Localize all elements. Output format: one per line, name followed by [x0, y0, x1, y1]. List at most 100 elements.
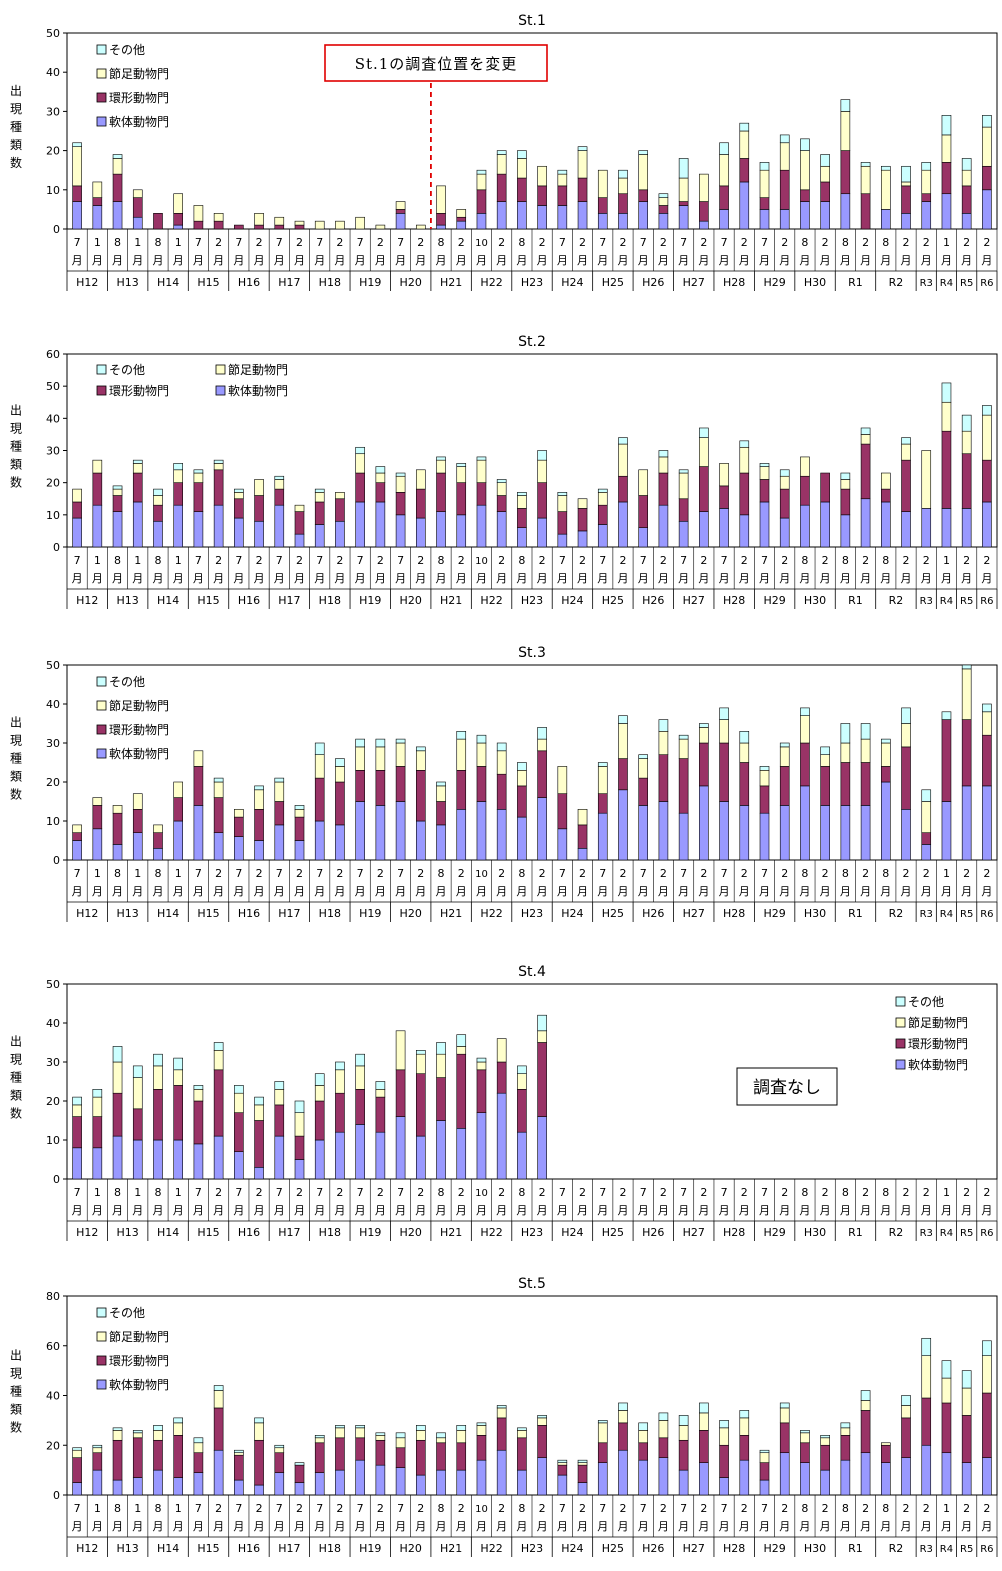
bar-segment	[961, 1415, 972, 1463]
bar-segment	[557, 1462, 568, 1466]
y-axis-label-char: 種	[10, 1071, 22, 1085]
bar-segment	[901, 511, 911, 548]
bar-segment	[153, 1053, 163, 1067]
bar-segment	[436, 472, 446, 512]
bar-segment	[800, 150, 810, 191]
bar-segment	[456, 1053, 467, 1129]
x-group-label: R3	[920, 278, 933, 289]
x-tick-label-month: 2	[539, 1502, 546, 1515]
bar-segment	[618, 715, 628, 724]
bar-segment	[638, 1422, 649, 1431]
x-tick-label-suffix: 月	[193, 254, 204, 267]
bar-segment	[213, 1449, 224, 1496]
bar-segment	[961, 185, 972, 214]
bar-segment	[456, 466, 467, 483]
bar-segment	[72, 824, 82, 834]
x-tick-label-suffix: 月	[698, 254, 709, 267]
bar-segment	[901, 723, 911, 748]
x-tick-label-month: 2	[963, 554, 970, 567]
x-tick-label-suffix: 月	[213, 1520, 224, 1533]
bar-segment	[880, 165, 891, 171]
bar-segment	[274, 1104, 285, 1137]
x-tick-label-month: 2	[377, 1186, 384, 1199]
bar-segment	[537, 1014, 547, 1032]
x-tick-label-suffix: 月	[355, 885, 366, 898]
x-tick-label-month: 8	[801, 1186, 808, 1199]
x-tick-label-suffix: 月	[678, 885, 689, 898]
bar-segment	[517, 177, 527, 202]
bar-segment	[557, 169, 568, 175]
x-tick-label-month: 7	[316, 236, 323, 249]
bar-segment	[759, 1462, 770, 1481]
bar-segment	[880, 766, 891, 783]
bar-segment	[820, 1435, 830, 1439]
bar-segment	[517, 527, 527, 548]
x-tick-label-suffix: 月	[840, 885, 851, 898]
x-group-label: H27	[683, 1542, 705, 1555]
x-group-label: H30	[804, 1542, 826, 1555]
bar-segment	[355, 446, 365, 455]
bar-segment	[375, 1435, 386, 1441]
x-group-label: H16	[238, 907, 260, 920]
y-tick-label: 60	[46, 1340, 60, 1353]
x-group-label: H15	[197, 594, 219, 607]
x-tick-label-suffix: 月	[941, 1204, 952, 1217]
bar-segment	[436, 1077, 446, 1121]
x-tick-label-month: 2	[498, 554, 505, 567]
x-group-label: R5	[960, 909, 973, 920]
legend-label: その他	[109, 43, 145, 57]
bar-segment	[355, 1089, 365, 1125]
x-group-label: H20	[400, 1226, 422, 1239]
x-tick-label-month: 2	[498, 1186, 505, 1199]
bar-segment	[294, 1159, 305, 1180]
x-tick-label-month: 8	[114, 236, 121, 249]
x-tick-label-month: 1	[94, 1186, 101, 1199]
x-group-label: H17	[278, 1542, 300, 1555]
bar-segment	[72, 1096, 82, 1106]
x-group-label: H17	[278, 1226, 300, 1239]
x-group-label: H28	[723, 594, 745, 607]
bar-segment	[840, 111, 851, 151]
bar-segment	[72, 488, 82, 503]
x-tick-label-suffix: 月	[173, 1204, 184, 1217]
x-tick-label-month: 2	[923, 867, 930, 880]
x-group-label: H12	[76, 1542, 98, 1555]
bar-segment	[840, 99, 851, 112]
bar-segment	[880, 169, 891, 210]
x-tick-label-month: 7	[599, 554, 606, 567]
x-tick-label-month: 8	[114, 1502, 121, 1515]
x-group-label: R6	[980, 909, 993, 920]
bar-segment	[618, 1410, 628, 1424]
x-tick-label-suffix: 月	[415, 254, 426, 267]
bar-segment	[375, 482, 386, 503]
bar-segment	[375, 805, 386, 861]
y-tick-label: 0	[53, 541, 60, 554]
bar-segment	[234, 1151, 244, 1180]
x-tick-label-month: 7	[276, 1186, 283, 1199]
x-tick-label-suffix: 月	[537, 885, 548, 898]
x-tick-label-month: 8	[438, 1502, 445, 1515]
x-tick-label-suffix: 月	[840, 1204, 851, 1217]
bar-segment	[699, 727, 709, 744]
legend-label: その他	[109, 675, 145, 689]
bar-segment	[982, 703, 992, 713]
bar-segment	[173, 504, 183, 548]
x-tick-label-month: 2	[256, 1186, 263, 1199]
bar-segment	[436, 781, 446, 787]
bar-segment	[638, 150, 649, 155]
x-tick-label-suffix: 月	[294, 572, 305, 585]
bar-segment	[294, 808, 305, 818]
x-tick-label-month: 2	[336, 867, 343, 880]
legend-swatch	[895, 1017, 906, 1028]
x-tick-label-month: 2	[377, 554, 384, 567]
bar-segment	[779, 742, 790, 748]
x-group-label: H21	[440, 1226, 462, 1239]
x-group-label: H25	[602, 276, 624, 289]
bar-segment	[921, 450, 932, 509]
bar-segment	[112, 1061, 123, 1094]
bar-segment	[274, 1472, 285, 1496]
bar-segment	[415, 488, 426, 519]
x-tick-label-suffix: 月	[274, 885, 285, 898]
bar-segment	[112, 1135, 123, 1180]
x-tick-label-month: 2	[377, 236, 384, 249]
